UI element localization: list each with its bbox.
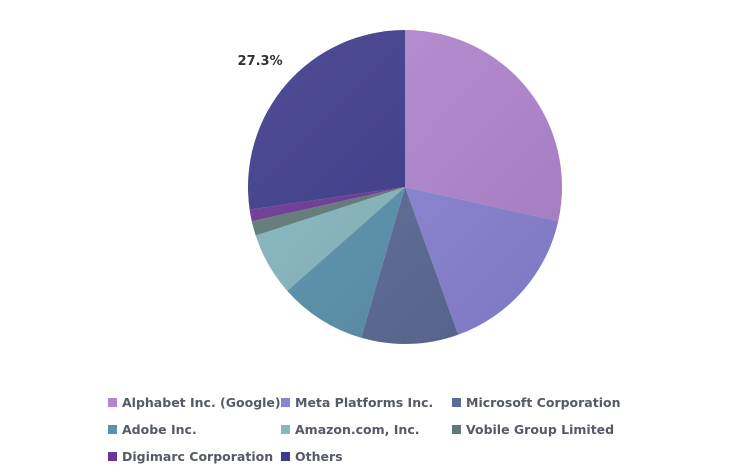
data-label-others: 27.3% (238, 54, 283, 69)
pie-slices (248, 30, 563, 345)
data-labels: 27.3% (238, 54, 283, 69)
